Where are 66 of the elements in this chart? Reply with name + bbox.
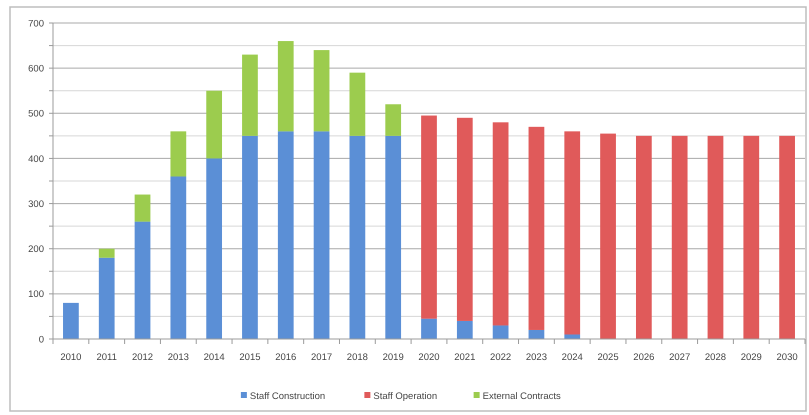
bar [708,136,724,339]
bar [98,248,115,258]
bar [421,318,437,339]
bar [600,134,616,339]
bar [242,136,258,339]
y-tick-label: 700 [28,18,44,30]
bar [528,330,544,339]
x-tick-label: 2024 [562,352,583,363]
bar [636,136,652,339]
x-tick-label: 2013 [168,352,189,363]
bar [350,136,366,339]
bar [421,116,437,319]
bar [314,131,330,339]
x-tick-label: 2012 [132,352,154,363]
x-tick-label: 2015 [239,352,261,363]
x-tick-label: 2018 [346,352,368,363]
x-tick-label: 2027 [669,352,690,363]
bar [206,90,222,158]
bar [385,136,402,339]
bar [672,136,688,339]
bar [456,320,473,339]
legend-label: Staff Construction [250,390,326,402]
x-tick-label: 2029 [740,352,762,363]
bar [134,194,150,222]
bar [314,50,330,132]
bar [63,302,79,339]
x-tick-label: 2019 [382,352,404,363]
y-tick-label: 300 [28,198,44,210]
y-tick-label: 100 [28,289,44,300]
bar [779,136,795,339]
bar [385,104,402,136]
x-tick-label: 2028 [704,352,726,363]
bar [492,122,508,326]
x-tick-label: 2014 [204,352,225,363]
bar [170,131,186,176]
x-tick-label: 2011 [96,352,117,363]
x-tick-label: 2022 [490,352,512,363]
x-tick-label: 2026 [633,352,654,363]
x-tick-label: 2021 [454,352,476,363]
legend-label: External Contracts [482,390,562,402]
x-tick-label: 2025 [597,352,619,363]
bar [492,325,508,339]
bar [564,131,580,334]
y-tick-label: 400 [28,154,44,165]
x-tick-label: 2010 [60,352,82,363]
y-tick-label: 0 [38,334,44,346]
x-tick-label: 2023 [526,352,547,363]
y-tick-label: 200 [28,244,44,256]
x-tick-label: 2020 [418,352,440,363]
bar [743,136,760,339]
x-tick-label: 2016 [275,352,296,363]
bar [350,72,366,136]
y-tick-label: 500 [28,108,44,120]
bar [456,118,473,321]
bar [528,126,544,330]
y-tick-label: 600 [28,63,44,74]
bar [242,54,258,136]
bar [170,176,186,339]
x-tick-label: 2017 [311,352,332,363]
bar [206,158,222,339]
bar [98,258,115,339]
bar [278,41,294,132]
bar [134,222,150,339]
x-tick-label: 2030 [776,352,798,363]
bar [278,131,294,339]
legend-label: Staff Operation [373,390,438,402]
